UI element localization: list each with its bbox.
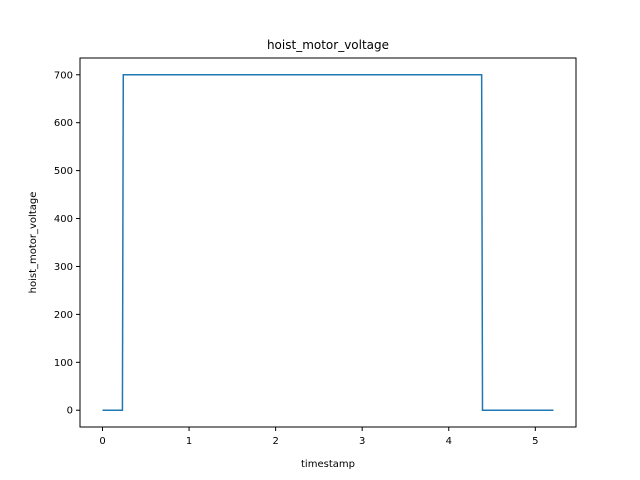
y-tick-label: 0 bbox=[67, 406, 73, 417]
plot-area-frame bbox=[79, 57, 577, 428]
x-tick-label: 0 bbox=[99, 436, 105, 447]
y-axis: 0 100 200 300 400 500 600 700 bbox=[54, 70, 80, 417]
x-tick-label: 3 bbox=[359, 436, 365, 447]
y-tick-label: 700 bbox=[54, 70, 73, 81]
y-tick-label: 500 bbox=[54, 166, 73, 177]
plot-layer bbox=[102, 74, 554, 411]
y-tick-label: 400 bbox=[54, 214, 73, 225]
series-line-0 bbox=[102, 74, 554, 411]
x-axis-label: timestamp bbox=[301, 459, 355, 470]
y-tick-label: 200 bbox=[54, 310, 73, 321]
y-axis-label: hoist_motor_voltage bbox=[28, 192, 39, 294]
y-tick-label: 100 bbox=[54, 358, 73, 369]
x-tick-label: 4 bbox=[446, 436, 452, 447]
x-tick-label: 5 bbox=[532, 436, 538, 447]
y-tick-label: 300 bbox=[54, 262, 73, 273]
x-tick-label: 2 bbox=[272, 436, 278, 447]
x-tick-label: 1 bbox=[186, 436, 192, 447]
y-tick-label: 600 bbox=[54, 118, 73, 129]
chart-title: hoist_motor_voltage bbox=[267, 38, 389, 52]
x-axis: 0 1 2 3 4 5 bbox=[99, 427, 539, 447]
